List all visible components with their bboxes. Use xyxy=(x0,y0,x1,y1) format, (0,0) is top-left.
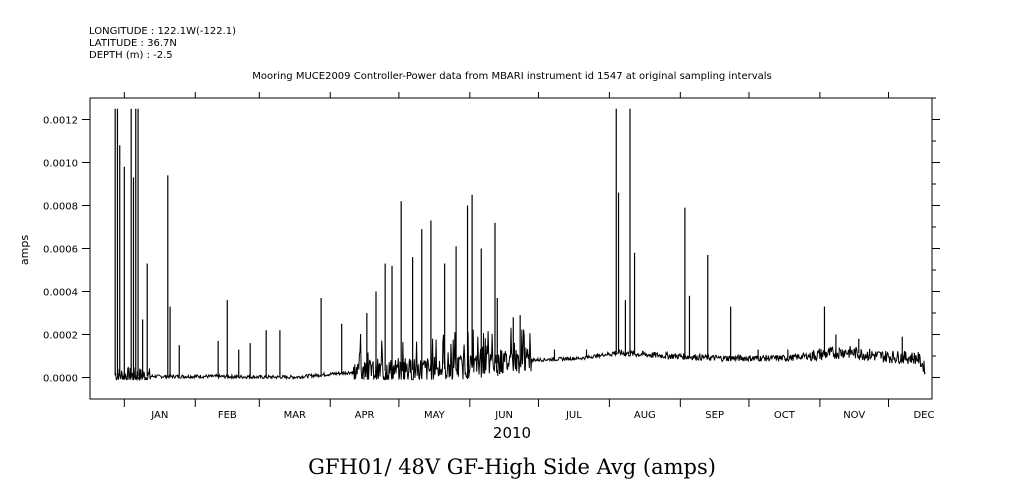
longitude-label: LONGITUDE : 122.1W(-122.1) xyxy=(89,26,236,37)
depth-label: DEPTH (m) : -2.5 xyxy=(89,50,173,61)
data-series xyxy=(114,108,926,382)
y-tick-label: 0.0000 xyxy=(43,374,78,385)
y-tick-label: 0.0012 xyxy=(43,116,78,127)
chart-title: Mooring MUCE2009 Controller-Power data f… xyxy=(252,71,772,82)
y-tick-label: 0.0002 xyxy=(43,331,78,342)
y-tick-label: 0.0006 xyxy=(43,245,78,256)
y-tick-label: 0.0004 xyxy=(43,288,78,299)
x-tick-label: NOV xyxy=(843,410,865,421)
y-tick-label: 0.0010 xyxy=(43,159,78,170)
variable-title: GFH01/ 48V GF-High Side Avg (amps) xyxy=(308,455,716,479)
y-tick-label: 0.0008 xyxy=(43,202,78,213)
x-axis: JAN FEB MAR APR MAY JUN JUL AUG SEP OCT NOV DEC xyxy=(123,92,935,421)
x-tick-label: OCT xyxy=(774,410,796,421)
x-axis-year-label: 2010 xyxy=(493,424,531,442)
x-tick-label: SEP xyxy=(705,410,724,421)
x-tick-label: DEC xyxy=(913,410,934,421)
y-axis: 0.0000 0.0002 0.0004 0.0006 0.0008 0.0010 0.00… xyxy=(43,97,940,385)
x-tick-label: JAN xyxy=(150,410,168,421)
x-tick-label: MAR xyxy=(284,410,306,421)
x-tick-label: FEB xyxy=(218,410,237,421)
x-tick-label: AUG xyxy=(634,410,656,421)
x-tick-label: MAY xyxy=(424,410,446,421)
x-tick-label: JUN xyxy=(494,410,513,421)
y-axis-label: amps xyxy=(18,235,31,265)
x-tick-label: JUL xyxy=(565,410,582,421)
x-tick-label: APR xyxy=(355,410,375,421)
latitude-label: LATITUDE : 36.7N xyxy=(89,38,177,49)
